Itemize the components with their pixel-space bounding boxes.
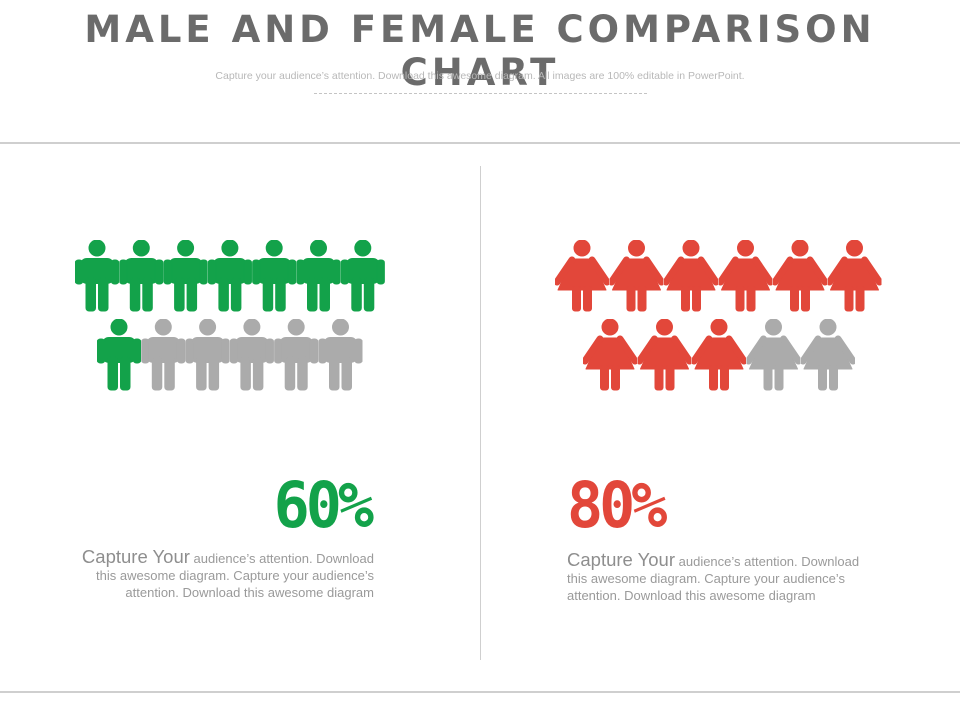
female-person-icon (830, 240, 880, 311)
male-person-icon (252, 240, 297, 312)
male-description-body: audience’s attention. Download this awes… (96, 551, 374, 600)
male-person-icon (318, 319, 363, 391)
male-person-icon (340, 240, 385, 312)
center-divider (480, 166, 481, 660)
male-person-icon (229, 319, 274, 391)
male-person-icon (207, 240, 252, 312)
page-title: MALE AND FEMALE COMPARISON CHART (84, 8, 876, 94)
male-person-icon (185, 319, 230, 391)
dashed-divider (314, 93, 647, 94)
female-person-icon (666, 240, 716, 311)
female-description-body: audience’s attention. Download this awes… (567, 554, 860, 603)
male-person-icon (119, 240, 164, 312)
female-description-lead: Capture Your (567, 549, 676, 570)
female-person-icon (612, 240, 662, 311)
female-person-icon (803, 319, 853, 390)
male-percent-label: 60% (273, 469, 374, 543)
male-description-lead: Capture Your (81, 546, 190, 567)
top-rule (0, 142, 960, 144)
female-person-icon (721, 240, 771, 311)
male-person-icon (296, 240, 341, 312)
male-person-icon (141, 319, 186, 391)
female-person-icon (749, 319, 799, 390)
subtitle: Capture your audience’s attention. Downl… (215, 70, 745, 82)
male-description: Capture Your audience’s attention. Downl… (74, 546, 374, 601)
male-person-icon (75, 240, 119, 312)
female-percent-label: 80% (567, 469, 667, 543)
female-person-icon (640, 319, 690, 390)
female-description: Capture Your audience’s attention. Downl… (567, 549, 867, 604)
female-person-icon (694, 319, 744, 390)
female-person-icon (775, 240, 825, 311)
female-person-icon (585, 319, 635, 390)
bottom-rule (0, 691, 960, 693)
male-person-icon (274, 319, 319, 391)
male-person-icon (97, 319, 141, 391)
female-person-icon (557, 240, 607, 311)
male-person-icon (163, 240, 208, 312)
